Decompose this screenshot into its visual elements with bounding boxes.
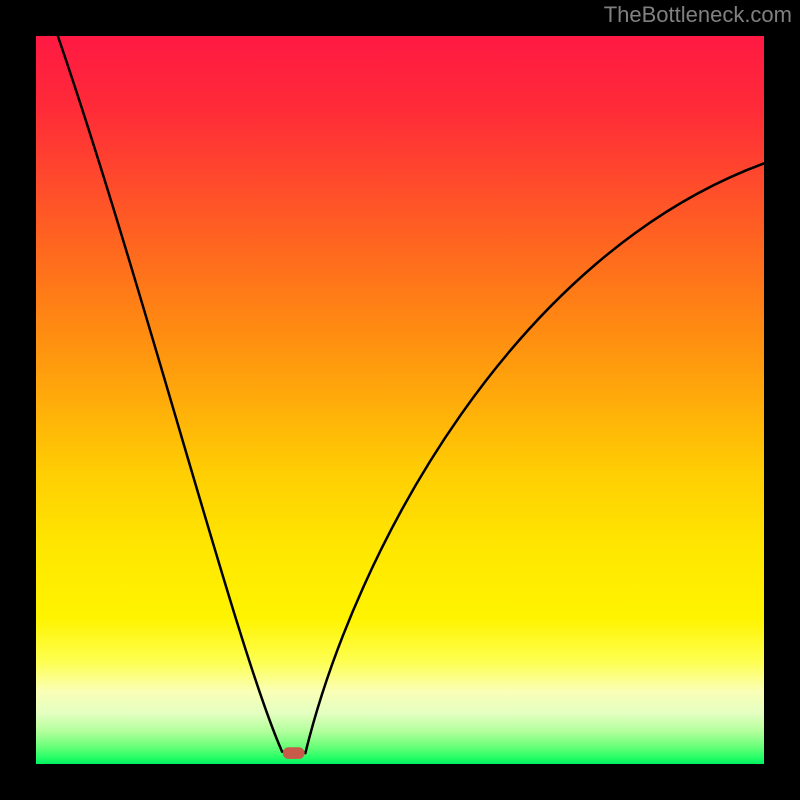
watermark-text: TheBottleneck.com [604, 2, 792, 28]
plot-background [36, 36, 764, 764]
chart-container: TheBottleneck.com [0, 0, 800, 800]
bottleneck-chart [0, 0, 800, 800]
optimal-marker [283, 747, 305, 759]
